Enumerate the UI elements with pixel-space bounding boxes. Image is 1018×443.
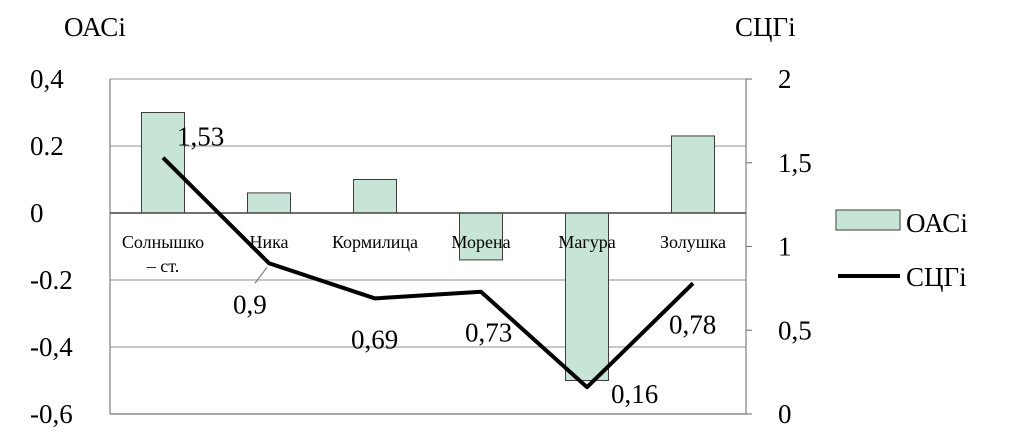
text-labels: ОАСі СЦГі ОАСі СЦГі 0,4 0.2 0 -0.2 -0,4 -0,6 2… (30, 12, 968, 429)
right-tick-label: 0 (778, 399, 792, 429)
data-label: 0,78 (669, 309, 716, 339)
left-tick-label: -0,4 (30, 332, 73, 362)
bar (353, 179, 397, 214)
data-label: 0,16 (611, 379, 658, 409)
category-label: Солнышко (122, 232, 204, 252)
right-tick-label: 1 (778, 232, 792, 262)
right-tick-label: 2 (778, 64, 792, 94)
category-label: Магура (558, 232, 615, 252)
bar (671, 135, 715, 214)
category-label: Морена (451, 232, 510, 252)
right-tick-label: 0,5 (778, 315, 812, 345)
bar-series-oasi (141, 112, 715, 381)
legend-label-scgi: СЦГі (906, 262, 967, 292)
scgi-line (161, 156, 695, 390)
left-tick-label: 0 (30, 198, 44, 228)
legend (835, 209, 901, 278)
bar (247, 192, 291, 214)
data-label: 0,69 (351, 324, 398, 354)
line-series-scgi (161, 156, 695, 390)
data-label: 0,9 (233, 289, 267, 319)
data-label-leader (254, 266, 268, 284)
left-tick-label: 0,4 (30, 64, 64, 94)
category-label: Ника (249, 232, 288, 252)
left-tick-label: -0.2 (30, 265, 73, 295)
data-label: 0,73 (465, 318, 512, 348)
bar (141, 112, 185, 214)
data-label: 1,53 (177, 122, 224, 152)
category-label: – ст. (146, 256, 180, 276)
right-tick-label: 1,5 (778, 148, 812, 178)
legend-swatch-oasi (835, 209, 901, 231)
left-tick-label: -0,6 (30, 399, 73, 429)
category-label: Золушка (660, 232, 726, 252)
bar (459, 212, 503, 261)
right-axis-title: СЦГі (735, 12, 796, 42)
left-tick-label: 0.2 (30, 131, 64, 161)
category-label: Кормилица (332, 232, 418, 252)
legend-label-oasi: ОАСі (906, 208, 968, 238)
left-axis-title: ОАСі (64, 12, 126, 42)
